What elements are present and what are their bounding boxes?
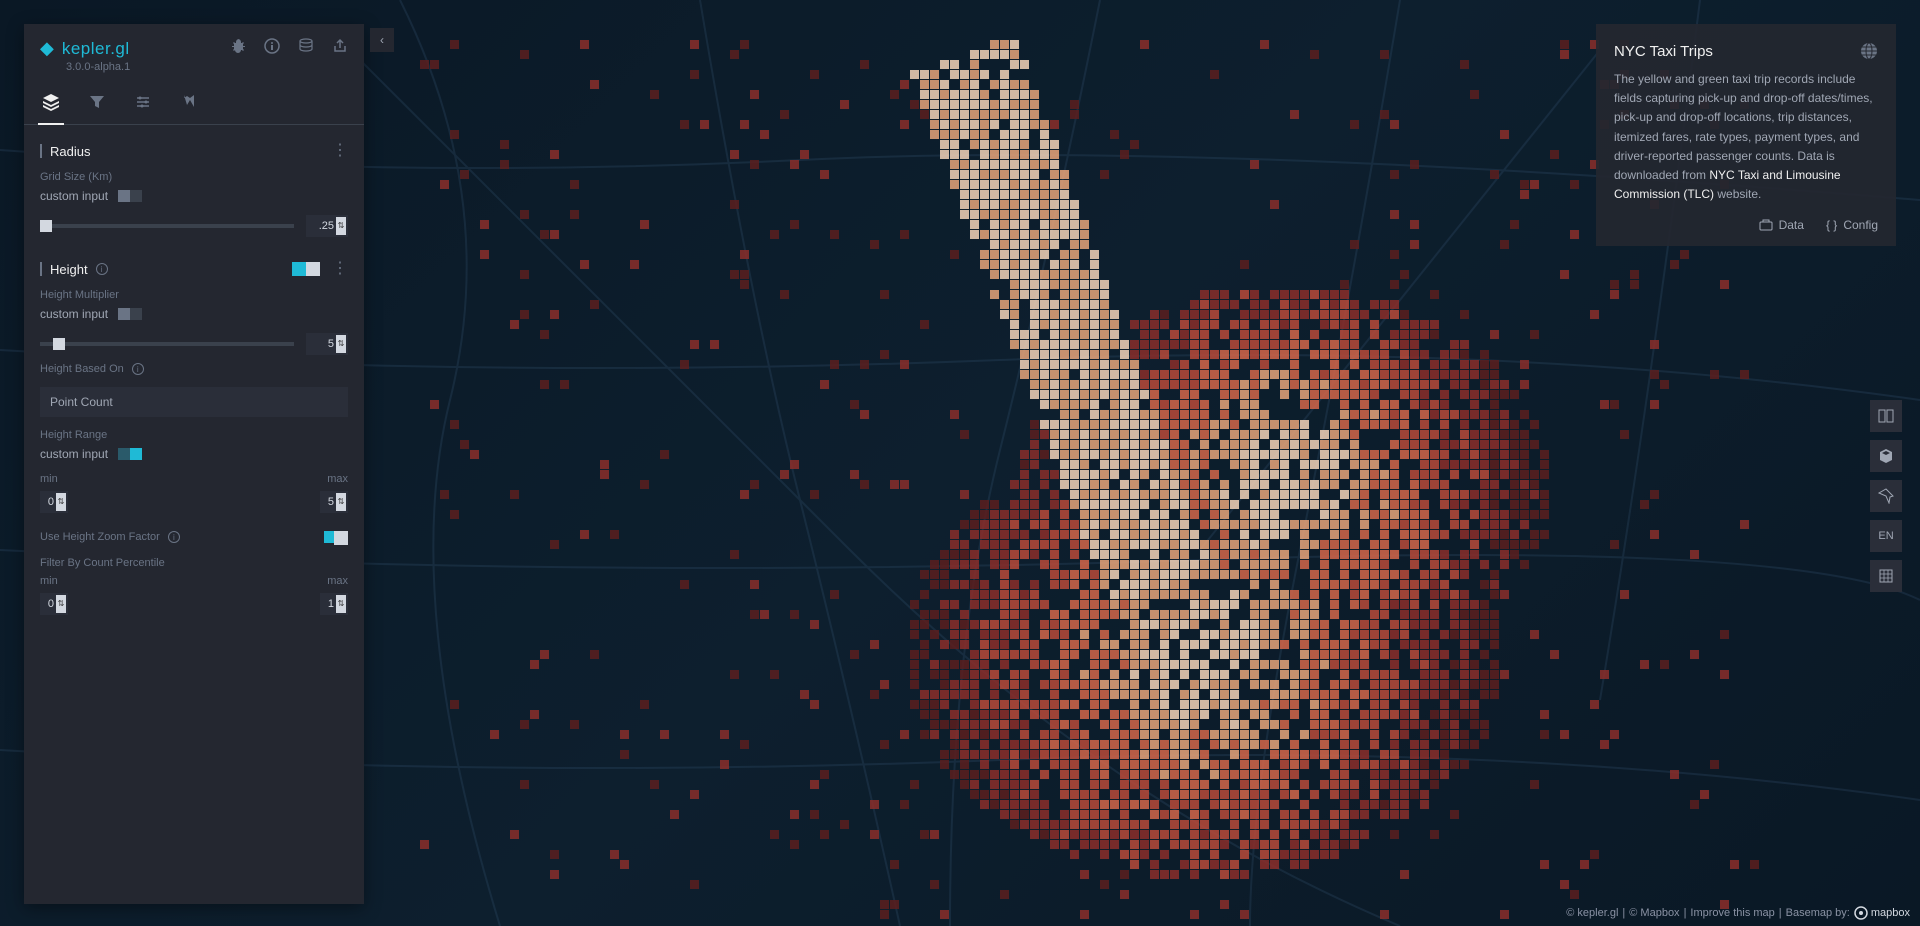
tab-filters[interactable]: [88, 93, 106, 124]
height-range-max-input[interactable]: [320, 491, 348, 513]
layer-config-panel: Radius ⋮ Grid Size (Km) custom input: [24, 125, 364, 904]
filter-max-label: max: [204, 575, 348, 587]
height-info-icon[interactable]: i: [96, 263, 108, 275]
info-icon[interactable]: [264, 38, 280, 54]
height-section: Height i ⋮ Height Multiplier custom inpu…: [40, 261, 348, 615]
tab-layers[interactable]: [42, 93, 60, 124]
mapbox-copyright-link[interactable]: © Mapbox: [1629, 907, 1679, 919]
globe-icon[interactable]: [1860, 42, 1878, 60]
height-range-min-label: min: [40, 473, 184, 485]
improve-map-link[interactable]: Improve this map: [1690, 907, 1774, 919]
kepler-link[interactable]: © kepler.gl: [1566, 907, 1618, 919]
height-title: Height: [50, 262, 88, 277]
map-controls: EN: [1870, 400, 1902, 592]
map-attribution: © kepler.gl | © Mapbox | Improve this ma…: [1566, 906, 1910, 920]
height-custom-input-toggle[interactable]: [118, 308, 142, 320]
zoom-factor-toggle[interactable]: [324, 531, 348, 543]
info-config-button[interactable]: { } Config: [1826, 218, 1878, 232]
bug-icon[interactable]: [230, 38, 246, 54]
app-version: 3.0.0-alpha.1: [66, 61, 130, 73]
zoom-factor-info-icon[interactable]: i: [168, 531, 180, 543]
legend-button[interactable]: [1870, 560, 1902, 592]
height-range-min-input[interactable]: [40, 491, 68, 513]
geocoder-button[interactable]: [1870, 480, 1902, 512]
height-based-on-select[interactable]: Point Count: [40, 387, 348, 417]
radius-title: Radius: [50, 144, 90, 159]
height-based-on-label: Height Based On: [40, 363, 124, 375]
app-name: kepler.gl: [62, 39, 130, 59]
tab-basemap[interactable]: [180, 93, 198, 124]
share-icon[interactable]: [332, 38, 348, 54]
sidebar-collapse-button[interactable]: ‹: [370, 28, 394, 52]
info-panel-title: NYC Taxi Trips: [1614, 43, 1713, 60]
info-panel: NYC Taxi Trips The yellow and green taxi…: [1596, 24, 1896, 246]
info-panel-body: The yellow and green taxi trip records i…: [1614, 70, 1878, 204]
height-range-label: Height Range: [40, 429, 348, 441]
height-range-max-label: max: [204, 473, 348, 485]
height-multiplier-label: Height Multiplier: [40, 289, 348, 301]
sidebar-panel: ◆ kepler.gl 3.0.0-alpha.1: [24, 24, 364, 904]
height-range-custom-toggle[interactable]: [118, 448, 142, 460]
grid-size-input[interactable]: [306, 215, 348, 237]
filter-percentile-label: Filter By Count Percentile: [40, 557, 348, 569]
height-custom-input-label: custom input: [40, 307, 108, 321]
filter-min-label: min: [40, 575, 184, 587]
logo-icon: ◆: [40, 38, 54, 59]
height-based-on-info-icon[interactable]: i: [132, 363, 144, 375]
database-icon[interactable]: [298, 38, 314, 54]
height-multiplier-slider[interactable]: [40, 342, 294, 346]
basemap-by-label: Basemap by:: [1786, 907, 1850, 919]
filter-min-input[interactable]: [40, 593, 68, 615]
radius-custom-input-toggle[interactable]: [118, 190, 142, 202]
mapbox-logo[interactable]: mapbox: [1854, 906, 1910, 920]
height-menu-icon[interactable]: ⋮: [332, 261, 348, 277]
info-data-button[interactable]: Data: [1759, 218, 1804, 232]
tab-interactions[interactable]: [134, 93, 152, 124]
height-multiplier-input[interactable]: [306, 333, 348, 355]
split-map-button[interactable]: [1870, 400, 1902, 432]
height-range-custom-label: custom input: [40, 447, 108, 461]
sidebar-header: ◆ kepler.gl 3.0.0-alpha.1: [24, 24, 364, 81]
sidebar-tabs: [24, 81, 364, 125]
height-toggle[interactable]: [292, 262, 320, 276]
filter-max-input[interactable]: [320, 593, 348, 615]
data-icon: [1759, 218, 1773, 232]
radius-section: Radius ⋮ Grid Size (Km) custom input: [40, 143, 348, 237]
grid-size-label: Grid Size (Km): [40, 171, 348, 183]
view-3d-button[interactable]: [1870, 440, 1902, 472]
radius-menu-icon[interactable]: ⋮: [332, 143, 348, 159]
zoom-factor-label: Use Height Zoom Factor: [40, 531, 160, 543]
grid-size-slider[interactable]: [40, 224, 294, 228]
braces-icon: { }: [1826, 218, 1837, 232]
locale-button[interactable]: EN: [1870, 520, 1902, 552]
radius-custom-input-label: custom input: [40, 189, 108, 203]
